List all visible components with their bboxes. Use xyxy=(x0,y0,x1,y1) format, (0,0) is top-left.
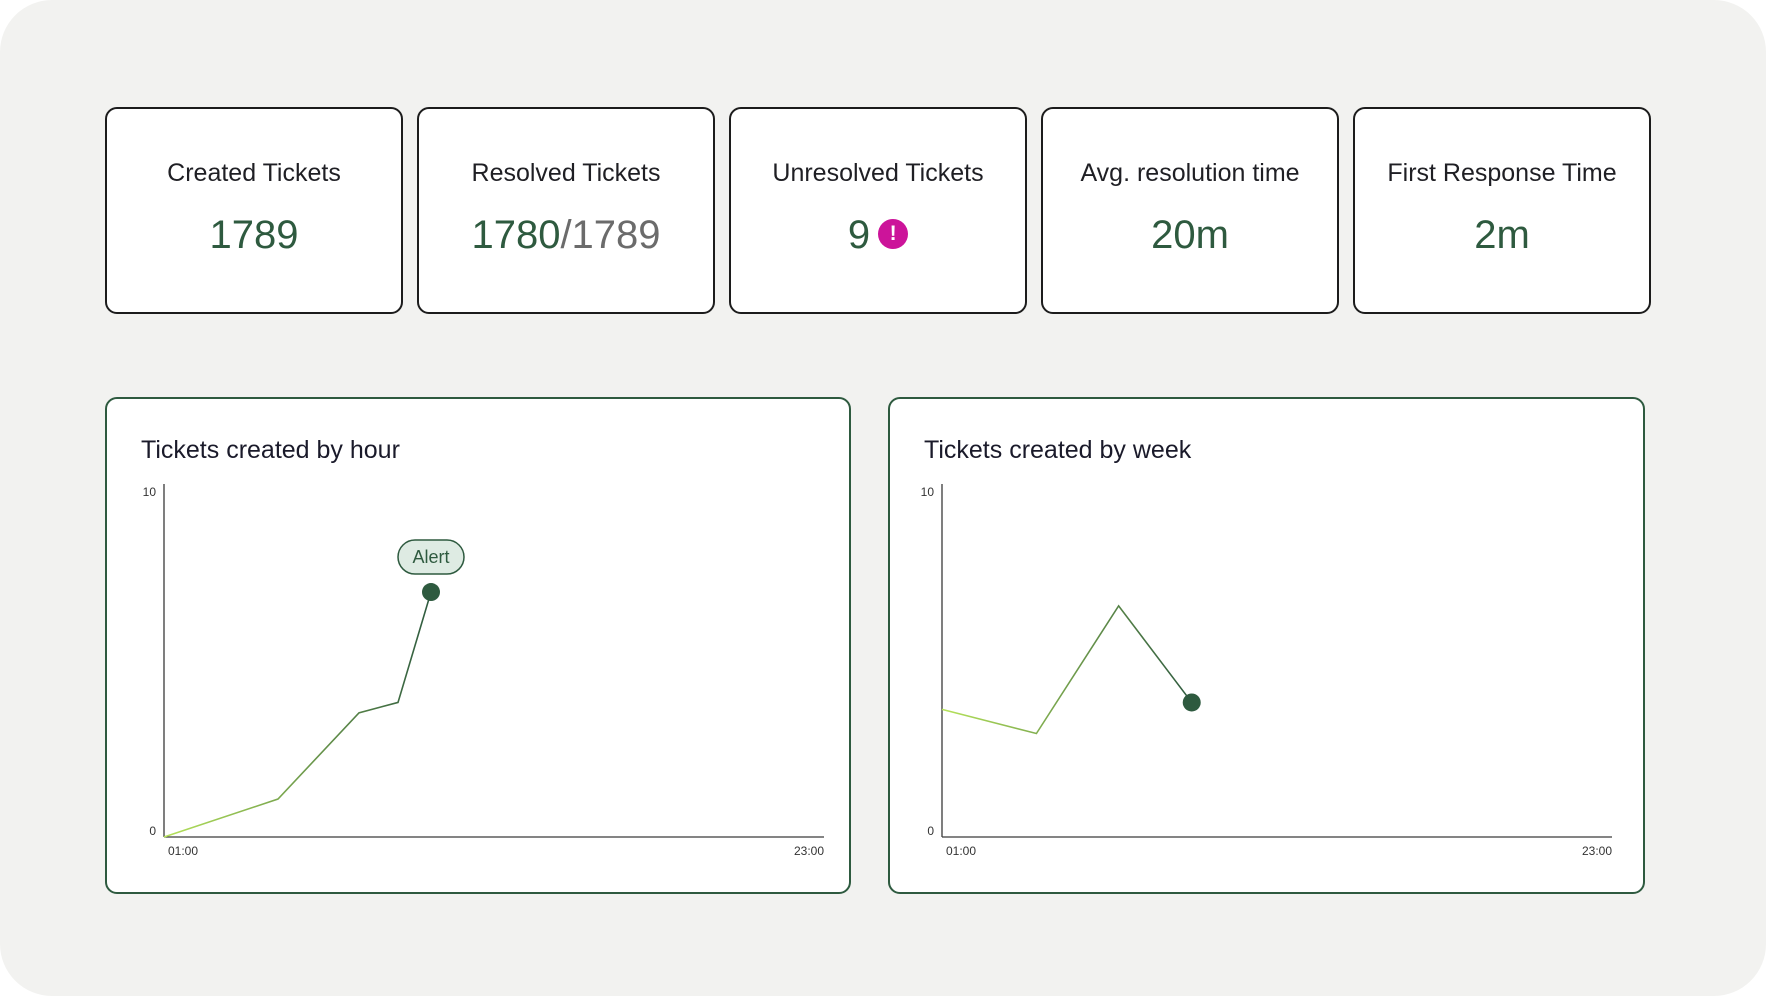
stat-label: Avg. resolution time xyxy=(1080,159,1300,187)
y-tick-label-min: 0 xyxy=(927,824,934,838)
stat-value-number: 1789 xyxy=(209,213,299,257)
stat-value: 2m xyxy=(1355,212,1649,258)
y-tick-label-max: 10 xyxy=(143,485,157,499)
hourly-chart-plot: 10 0 01:00 23:00 Alert xyxy=(143,484,824,858)
weekly-chart-card: Tickets created by week 10 0 01:00 23:00 xyxy=(888,397,1645,894)
stat-value: 20m xyxy=(1043,212,1337,258)
stat-value-number: 1780 xyxy=(471,213,561,257)
stat-value-total: /1789 xyxy=(560,213,661,257)
x-tick-label-end: 23:00 xyxy=(794,844,824,858)
series-line xyxy=(163,591,432,838)
y-tick-label-min: 0 xyxy=(149,824,156,838)
stat-value-number: 2m xyxy=(1474,213,1530,257)
x-tick-label-start: 01:00 xyxy=(168,844,198,858)
chart-title: Tickets created by week xyxy=(924,436,1192,464)
weekly-chart-plot: 10 0 01:00 23:00 xyxy=(921,484,1612,858)
resolved-tickets-card[interactable]: Resolved Tickets 1780/1789 xyxy=(417,107,715,314)
created-tickets-card[interactable]: Created Tickets 1789 xyxy=(105,107,403,314)
stat-label: Unresolved Tickets xyxy=(772,159,984,187)
stat-value: 9! xyxy=(731,212,1025,258)
stat-value: 1789 xyxy=(107,212,401,258)
series-line xyxy=(941,604,1193,735)
series-endpoint-marker xyxy=(1182,693,1201,712)
stat-value-number: 9 xyxy=(847,213,871,257)
stat-value-number: 20m xyxy=(1151,213,1229,257)
stat-label: Resolved Tickets xyxy=(471,159,661,187)
alert-callout-label: Alert xyxy=(412,547,449,567)
hourly-chart-card: Tickets created by hour 10 0 01:00 23:00 Ale… xyxy=(105,397,851,894)
chart-title: Tickets created by hour xyxy=(141,436,400,464)
y-tick-label-max: 10 xyxy=(921,485,935,499)
stat-label: First Response Time xyxy=(1387,159,1617,187)
x-tick-label-start: 01:00 xyxy=(946,844,976,858)
alert-icon: ! xyxy=(878,219,909,250)
first-response-time-card[interactable]: First Response Time 2m xyxy=(1353,107,1651,314)
series-endpoint-marker xyxy=(422,583,440,602)
alert-callout xyxy=(397,539,465,575)
unresolved-tickets-card[interactable]: Unresolved Tickets 9! xyxy=(729,107,1027,314)
stat-value: 1780/1789 xyxy=(419,212,713,258)
x-tick-label-end: 23:00 xyxy=(1582,844,1612,858)
stat-label: Created Tickets xyxy=(167,159,341,187)
avg-resolution-time-card[interactable]: Avg. resolution time 20m xyxy=(1041,107,1339,314)
